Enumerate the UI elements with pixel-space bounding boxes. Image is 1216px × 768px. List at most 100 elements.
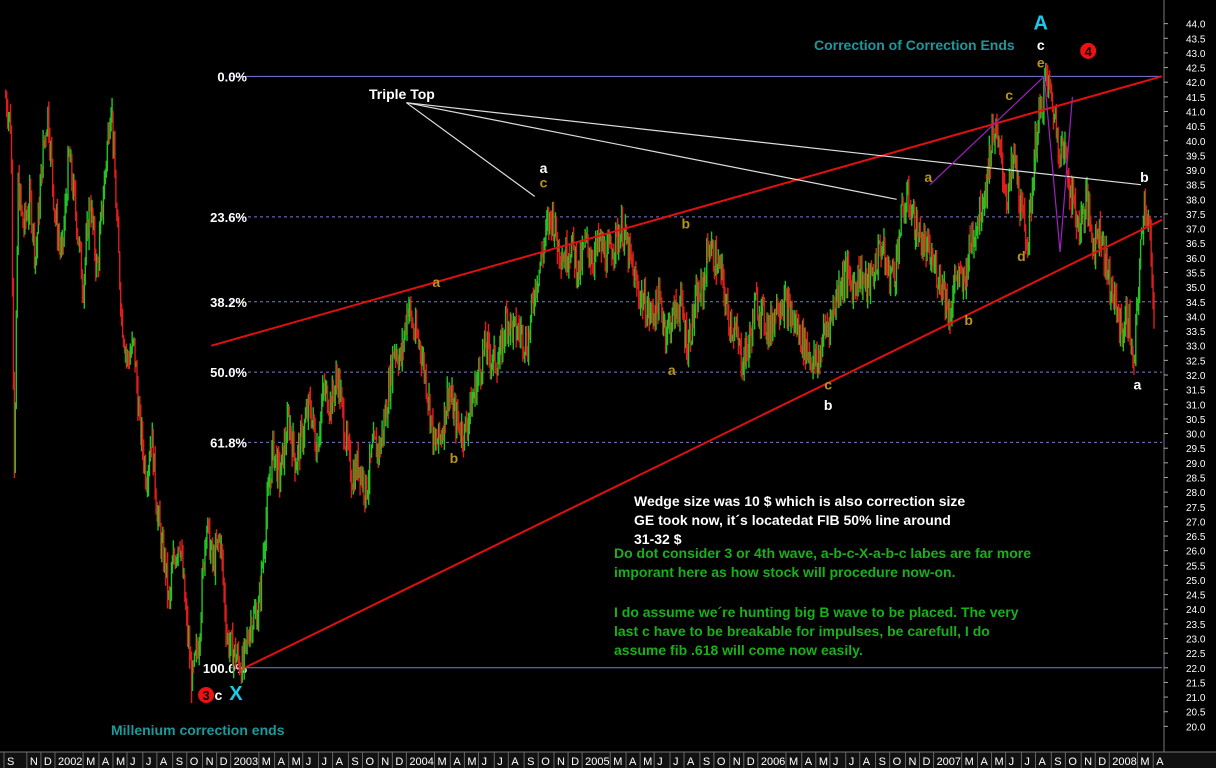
x-tick-label: M — [789, 756, 798, 768]
y-tick-label: 41.0 — [1186, 107, 1206, 118]
wave-label: a — [924, 169, 932, 185]
trendlines — [211, 75, 1163, 669]
wave-note-big-b: I do assume we´re hunting big B wave to … — [614, 604, 1019, 658]
x-tick-label: A — [687, 756, 695, 768]
x-tick-label: 2008 — [1112, 756, 1136, 768]
y-tick-label: 24.5 — [1186, 591, 1206, 602]
y-tick-label: 31.5 — [1186, 386, 1206, 397]
y-tick-label: 25.0 — [1186, 576, 1206, 587]
triple-top-pointer-line — [406, 102, 897, 200]
wave-label: d — [1017, 248, 1026, 264]
x-tick-label: J — [1009, 756, 1015, 768]
x-tick-label: A — [278, 756, 286, 768]
x-tick-label: 2002 — [58, 756, 82, 768]
y-tick-label: 34.0 — [1186, 312, 1206, 323]
x-tick-label: J — [146, 756, 152, 768]
x-tick-label: S — [1054, 756, 1061, 768]
x-tick-label: O — [541, 756, 550, 768]
x-tick-label: J — [481, 756, 487, 768]
triple-top-pointer-line — [406, 102, 1141, 186]
x-tick-label: A — [102, 756, 110, 768]
y-tick-label: 28.5 — [1186, 473, 1206, 484]
y-tick-label: 35.5 — [1186, 269, 1206, 280]
wave-label: c — [214, 687, 222, 703]
x-tick-label: 2003 — [234, 756, 258, 768]
wave-label: b — [824, 397, 833, 413]
x-tick-label: A — [1156, 756, 1164, 768]
wave-label: c — [1037, 37, 1045, 53]
x-tick-label: 2007 — [937, 756, 961, 768]
y-tick-label: 39.0 — [1186, 166, 1206, 177]
y-tick-label: 23.5 — [1186, 620, 1206, 631]
y-tick-label: 38.5 — [1186, 181, 1206, 192]
wave-count-circle — [1080, 42, 1097, 59]
x-tick-label: A — [511, 756, 519, 768]
x-tick-label: D — [220, 756, 228, 768]
x-tick-label: M — [643, 756, 652, 768]
y-tick-label: 42.5 — [1186, 64, 1206, 75]
y-tick-label: 27.5 — [1186, 503, 1206, 514]
x-tick-label: J — [130, 756, 136, 768]
x-tick-label: A — [1038, 756, 1046, 768]
x-tick-label: N — [908, 756, 916, 768]
y-tick-label: 21.0 — [1186, 693, 1206, 704]
x-tick-label: M — [262, 756, 271, 768]
wave-count-marker: 3 — [198, 687, 215, 704]
wave-label: a — [668, 362, 676, 378]
x-tick-label: N — [1084, 756, 1092, 768]
x-axis-panel — [0, 752, 1216, 768]
y-tick-label: 38.0 — [1186, 195, 1206, 206]
x-tick-label: N — [206, 756, 214, 768]
y-tick-label: 29.5 — [1186, 444, 1206, 455]
y-tick-label: 28.0 — [1186, 488, 1206, 499]
x-tick-label: D — [747, 756, 755, 768]
y-tick-label: 36.5 — [1186, 239, 1206, 250]
wave-count-number: 4 — [1085, 44, 1093, 59]
wave-path-line — [1043, 76, 1061, 253]
y-tick-label: 26.5 — [1186, 532, 1206, 543]
wave-label: b — [682, 216, 691, 232]
x-tick-label: M — [292, 756, 301, 768]
x-tick-label: J — [657, 756, 663, 768]
y-tick-label: 33.5 — [1186, 327, 1206, 338]
millenium-caption: Millenium correction ends — [111, 722, 285, 738]
y-tick-label: 42.0 — [1186, 78, 1206, 89]
x-tick-label: M — [819, 756, 828, 768]
wave-label: b — [964, 312, 973, 328]
y-axis-panel — [1164, 0, 1216, 752]
y-tick-label: 32.0 — [1186, 371, 1206, 382]
x-tick-label: M — [467, 756, 476, 768]
x-tick-label: N — [381, 756, 389, 768]
fib-label: 38.2% — [210, 295, 247, 310]
y-tick-label: 26.0 — [1186, 547, 1206, 558]
x-tick-label: A — [863, 756, 871, 768]
fib-label: 61.8% — [210, 435, 247, 450]
x-tick-label: N — [30, 756, 38, 768]
y-tick-label: 31.0 — [1186, 400, 1206, 411]
x-tick-label: 2006 — [761, 756, 785, 768]
x-tick-label: N — [733, 756, 741, 768]
x-tick-label: M — [116, 756, 125, 768]
x-tick-label: M — [613, 756, 622, 768]
wave-count-circle — [198, 687, 215, 704]
wave-label: b — [1140, 169, 1149, 185]
y-tick-label: 37.0 — [1186, 225, 1206, 236]
y-tick-label: 20.0 — [1186, 722, 1206, 733]
x-tick-label: M — [438, 756, 447, 768]
x-tick-label: J — [849, 756, 855, 768]
y-tick-label: 39.5 — [1186, 151, 1206, 162]
x-tick-label: S — [351, 756, 358, 768]
y-tick-label: 29.0 — [1186, 459, 1206, 470]
x-tick-label: A — [453, 756, 461, 768]
x-tick-label: 2004 — [409, 756, 433, 768]
fib-label: 100.0% — [203, 661, 248, 676]
x-tick-label: A — [980, 756, 988, 768]
y-tick-label: 43.0 — [1186, 49, 1206, 60]
x-tick-label: O — [365, 756, 374, 768]
y-tick-label: 20.5 — [1186, 708, 1206, 719]
wave-count-number: 3 — [202, 688, 209, 703]
